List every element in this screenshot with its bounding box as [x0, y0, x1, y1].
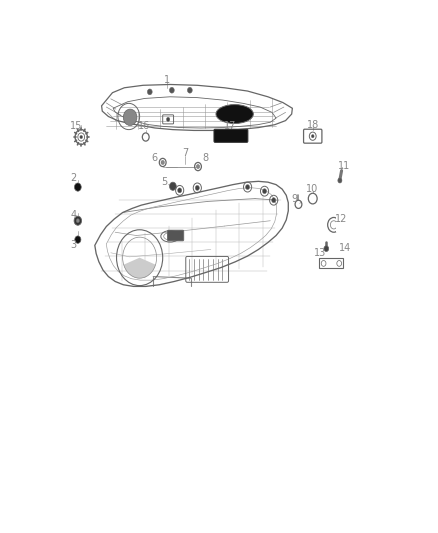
Circle shape	[76, 219, 80, 223]
Text: 5: 5	[161, 177, 167, 187]
Circle shape	[124, 109, 137, 125]
Circle shape	[195, 185, 199, 190]
Ellipse shape	[216, 104, 253, 124]
Circle shape	[187, 87, 192, 93]
Text: 13: 13	[314, 248, 326, 258]
Circle shape	[148, 89, 152, 95]
Text: 4: 4	[71, 210, 77, 220]
Wedge shape	[124, 257, 155, 278]
Circle shape	[74, 183, 81, 191]
Circle shape	[246, 184, 250, 190]
Circle shape	[338, 178, 342, 183]
Text: 1: 1	[164, 75, 170, 85]
Text: 7: 7	[182, 148, 189, 158]
Circle shape	[196, 165, 200, 168]
Text: 2: 2	[70, 173, 77, 183]
Text: 17: 17	[224, 120, 237, 131]
Circle shape	[74, 216, 81, 225]
Circle shape	[166, 117, 170, 122]
Circle shape	[75, 236, 81, 243]
Text: 18: 18	[307, 120, 319, 130]
Circle shape	[170, 182, 176, 190]
Circle shape	[324, 246, 328, 252]
Text: 15: 15	[70, 122, 82, 131]
Circle shape	[161, 160, 164, 165]
Text: 11: 11	[338, 161, 350, 171]
Circle shape	[170, 87, 174, 93]
Circle shape	[311, 134, 314, 138]
Text: 12: 12	[336, 214, 348, 224]
Text: 3: 3	[71, 240, 77, 251]
Text: 6: 6	[152, 152, 158, 163]
FancyBboxPatch shape	[336, 217, 342, 232]
Circle shape	[262, 189, 267, 193]
Text: 10: 10	[306, 184, 318, 194]
Circle shape	[80, 135, 83, 139]
FancyBboxPatch shape	[167, 230, 184, 241]
Text: 16: 16	[138, 122, 150, 131]
Circle shape	[272, 198, 276, 203]
Text: 9: 9	[291, 193, 297, 204]
Text: 8: 8	[203, 152, 209, 163]
FancyBboxPatch shape	[214, 129, 248, 142]
Text: 14: 14	[339, 243, 351, 253]
Circle shape	[178, 188, 182, 193]
